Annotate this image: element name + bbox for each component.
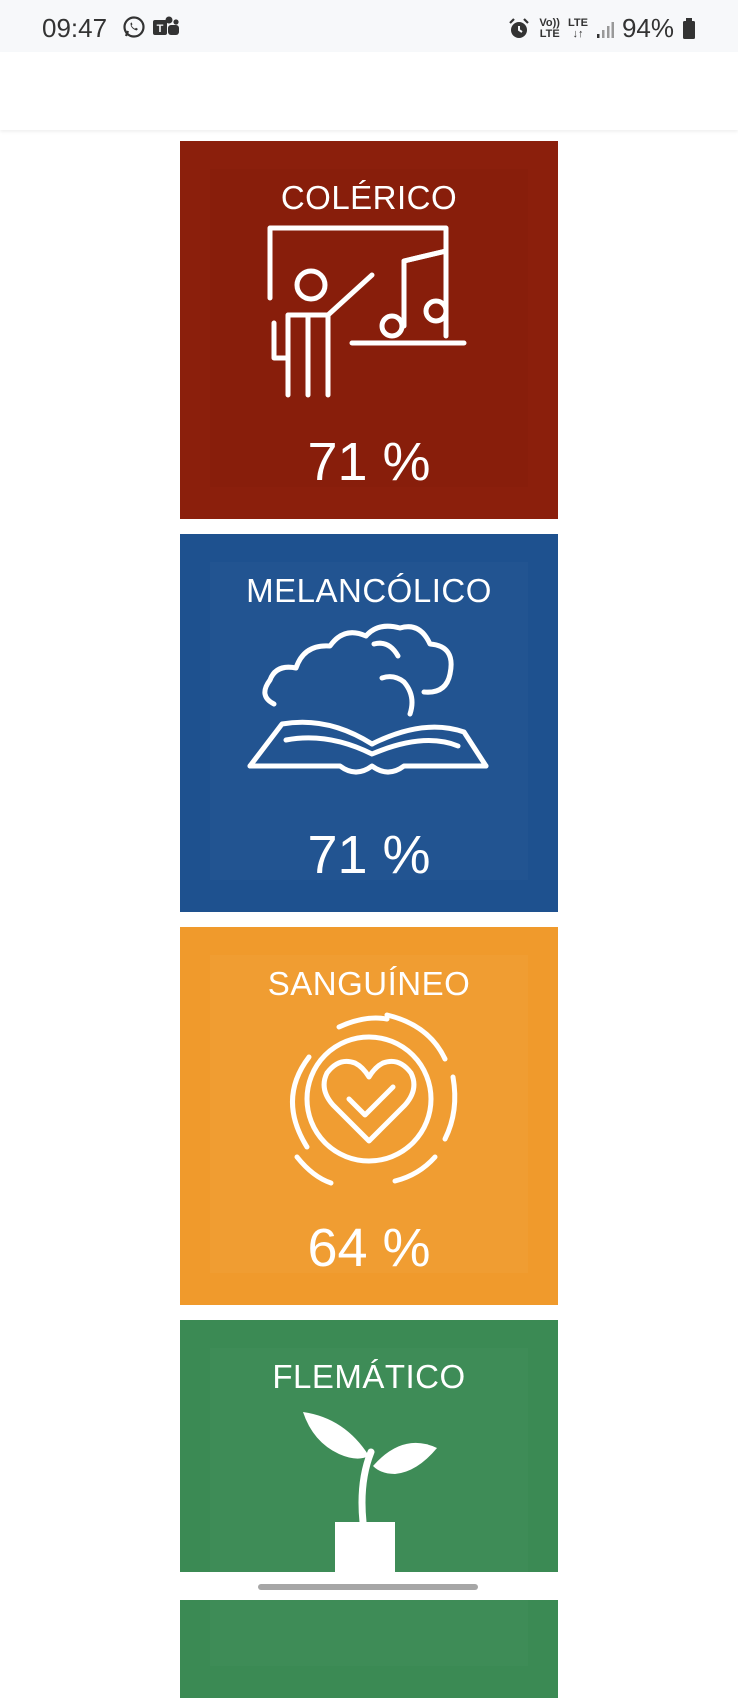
battery-icon bbox=[683, 17, 695, 39]
card-percent: 64 % bbox=[307, 1218, 431, 1278]
whatsapp-icon bbox=[123, 16, 145, 38]
card-colerico[interactable]: COLÉRICO 71 % bbox=[180, 141, 558, 519]
lte-label: LTE bbox=[567, 16, 588, 29]
lte-icon: LTE ↓↑ bbox=[567, 16, 588, 40]
battery-percent: 94% bbox=[621, 13, 674, 43]
heart-check-icon bbox=[290, 1012, 458, 1186]
alarm-icon bbox=[509, 17, 530, 38]
volte-bottom: LTE bbox=[539, 27, 560, 40]
card-melancolico[interactable]: MELANCÓLICO 71 % bbox=[180, 534, 558, 912]
status-bar: 09:47 T Vo)) LTE LTE ↓↑ bbox=[0, 0, 738, 52]
teacher-music-icon bbox=[267, 225, 467, 398]
card-percent: 71 % bbox=[307, 432, 431, 492]
status-time: 09:47 bbox=[42, 13, 108, 43]
card-percent: 71 % bbox=[307, 825, 431, 885]
sprout-pot-icon bbox=[303, 1412, 437, 1584]
home-indicator[interactable] bbox=[258, 1584, 478, 1590]
signal-icon bbox=[596, 21, 614, 38]
svg-text:T: T bbox=[157, 23, 164, 35]
cloud-book-icon bbox=[247, 623, 489, 775]
teams-icon: T bbox=[153, 16, 179, 35]
volte-top: Vo)) bbox=[539, 16, 560, 29]
data-arrows-icon: ↓↑ bbox=[572, 27, 584, 40]
volte-icon: Vo)) LTE bbox=[539, 16, 560, 40]
card-sanguineo[interactable]: SANGUÍNEO 64 % bbox=[180, 927, 558, 1305]
card-title: MELANCÓLICO bbox=[246, 572, 492, 609]
card-title: COLÉRICO bbox=[280, 179, 458, 216]
card-title: SANGUÍNEO bbox=[267, 965, 471, 1002]
card-title: FLEMÁTICO bbox=[272, 1358, 466, 1395]
card-flematico[interactable]: FLEMÁTICO bbox=[180, 1320, 558, 1698]
app-header bbox=[0, 52, 738, 130]
gesture-nav-bar bbox=[0, 1572, 738, 1600]
